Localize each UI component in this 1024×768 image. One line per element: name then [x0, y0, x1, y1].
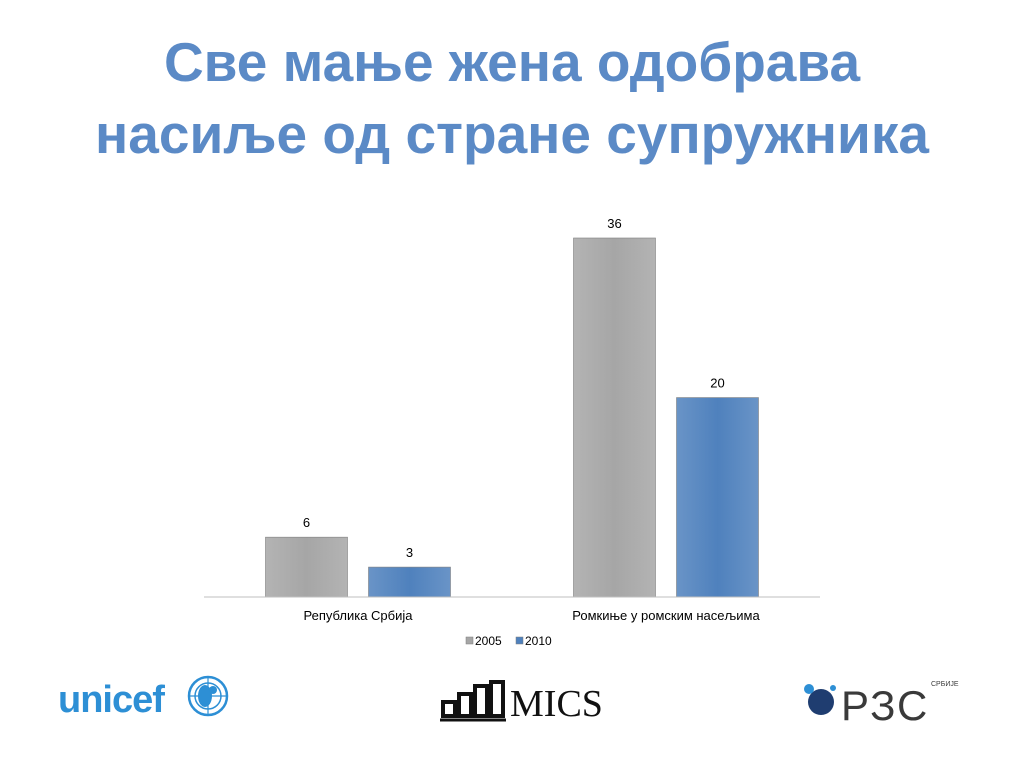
- mics-logo: MICS: [440, 680, 603, 724]
- legend-swatch-2010: [515, 636, 524, 645]
- data-label-2010-2: 20: [710, 376, 724, 391]
- legend-label-2005: 2005: [475, 634, 502, 648]
- bar-2010-1: [368, 566, 451, 598]
- rzs-logo-text: РЗС: [841, 682, 929, 724]
- data-label-2005-1: 6: [303, 515, 310, 530]
- mics-logo-text: MICS: [510, 683, 603, 724]
- bar-2005-1: [265, 536, 348, 598]
- slide-title: Све мање жена одобрава насиље од стране …: [0, 26, 1024, 170]
- title-line-2: насиље од стране супружника: [95, 103, 929, 165]
- bar-2010-2: [676, 397, 759, 598]
- unicef-emblem-icon: [187, 675, 229, 717]
- mics-bars-icon: [441, 680, 505, 718]
- legend-label-2010: 2010: [525, 634, 552, 648]
- legend-swatch-2005: [465, 636, 474, 645]
- rzs-logo-subtext: СРБИЈЕ: [931, 681, 959, 688]
- category-label-2: Ромкиње у ромским насељима: [572, 608, 760, 623]
- rzs-dots-icon: [804, 684, 836, 715]
- category-label-1: Република Србија: [304, 608, 414, 623]
- data-label-2005-2: 36: [607, 216, 621, 231]
- rzs-logo: РЗС СРБИЈЕ: [804, 681, 959, 724]
- data-label-2010-1: 3: [406, 545, 413, 560]
- unicef-logo-text: unicef: [58, 679, 165, 721]
- title-line-1: Све мање жена одобрава: [163, 31, 861, 93]
- unicef-logo: unicef: [58, 675, 229, 721]
- bar-2005-2: [573, 237, 656, 598]
